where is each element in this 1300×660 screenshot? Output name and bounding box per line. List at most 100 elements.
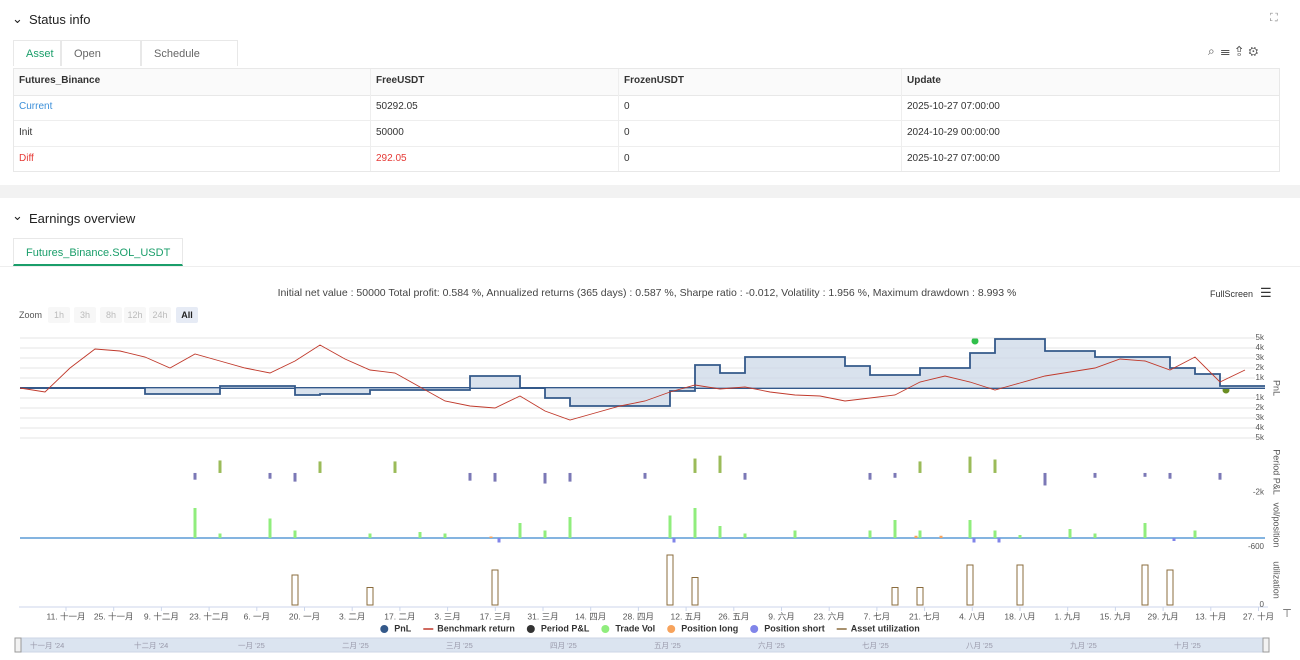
bar: [497, 538, 501, 543]
table-header: FreeUSDT: [376, 75, 425, 86]
expand-icon[interactable]: ⛶: [1270, 12, 1278, 24]
zoom-button[interactable]: All: [176, 307, 198, 323]
bar: [518, 523, 522, 538]
scroll-top-icon[interactable]: ⊤: [1282, 608, 1292, 620]
col-divider: [370, 69, 371, 171]
bar: [1143, 523, 1147, 538]
x-tick-label: 3. 二月: [339, 611, 365, 621]
axis-title: vol/position: [1272, 502, 1282, 547]
bar: [1093, 533, 1097, 538]
zoom-label: Zoom: [19, 310, 43, 320]
y-tick-label: -4k: [1253, 423, 1265, 432]
legend-item[interactable]: Trade Vol: [601, 623, 655, 633]
collapse-icon[interactable]: ⌄: [12, 11, 23, 26]
table-cell: Diff: [19, 153, 34, 164]
legend-label: Period P&L: [541, 623, 590, 633]
bar: [193, 508, 197, 538]
legend-item[interactable]: Period P&L: [526, 623, 590, 633]
x-tick-label: 18. 八月: [1004, 611, 1035, 621]
bar: [743, 472, 747, 480]
bar: [318, 461, 322, 473]
legend-symbol: [380, 625, 389, 633]
table-cell: 2024-10-29 00:00:00: [907, 127, 1000, 138]
fullscreen-button[interactable]: FullScreen: [1210, 289, 1254, 299]
bar: [368, 533, 372, 538]
bar: [1172, 538, 1176, 541]
earnings-panel: ⌄ Earnings overview Futures_Binance.SOL_…: [0, 198, 1300, 660]
x-tick-label: 23. 十二月: [189, 611, 229, 621]
legend: PnL Benchmark return Period P&L Trade Vol Po…: [380, 623, 920, 633]
navigator-label: 五月 '25: [654, 641, 681, 650]
bar: [393, 461, 397, 473]
tab[interactable]: Asset: [13, 40, 61, 66]
bar: [1166, 569, 1174, 606]
bar: [893, 472, 897, 478]
bar: [672, 538, 676, 543]
legend-item[interactable]: Position long: [667, 623, 738, 633]
bar: [468, 472, 472, 481]
x-tick-label: 7. 七月: [864, 611, 890, 621]
table-cell: 50292.05: [376, 101, 418, 112]
bar: [793, 530, 797, 538]
axis-title: PnL: [1272, 380, 1282, 396]
summary: Initial net value : 50000 Total profit: …: [277, 287, 1017, 299]
bar: [691, 577, 699, 606]
bar: [543, 472, 547, 484]
bar: [997, 538, 1001, 543]
navigator-label: 九月 '25: [1070, 641, 1097, 650]
bar: [1168, 472, 1172, 479]
legend-symbol: [601, 625, 610, 633]
navigator-handle[interactable]: [14, 637, 22, 653]
trade-marker: [971, 337, 979, 345]
legend-label: Benchmark return: [437, 623, 515, 633]
legend-item[interactable]: Asset utilization: [836, 623, 920, 633]
bar: [914, 535, 918, 538]
y-tick-label: 3k: [1256, 353, 1265, 362]
table-cell: 2025-10-27 07:00:00: [907, 101, 1000, 112]
y-tick-label: -3k: [1253, 413, 1265, 422]
zoom-button[interactable]: 1h: [48, 307, 70, 323]
legend-item[interactable]: PnL: [380, 623, 412, 633]
bar: [491, 569, 499, 606]
x-tick-label: 17. 二月: [384, 611, 415, 621]
bar: [568, 472, 572, 482]
x-tick-label: 4. 八月: [959, 611, 985, 621]
zoom-button[interactable]: 12h: [124, 307, 146, 323]
bar: [366, 587, 374, 606]
menu-icon[interactable]: ☰: [1260, 285, 1272, 300]
table-cell: 50000: [376, 127, 404, 138]
toolbar-icons[interactable]: ⌕☰⇪⚙: [1208, 44, 1265, 58]
x-tick-label: 14. 四月: [575, 611, 606, 621]
legend-item[interactable]: Position short: [750, 623, 825, 633]
x-tick-label: 25. 十一月: [94, 611, 134, 621]
bar: [443, 533, 447, 538]
zoom-button[interactable]: 3h: [74, 307, 96, 323]
table-cell: 0: [624, 153, 630, 164]
legend-symbol: [526, 625, 535, 633]
zoom-button[interactable]: 24h: [149, 307, 171, 323]
x-tick-label: 23. 六月: [814, 611, 845, 621]
tab[interactable]: Futures_Binance.SOL_USDT: [13, 238, 184, 266]
asset-table: [13, 68, 1280, 172]
navigator-handle[interactable]: [1262, 637, 1270, 653]
bar: [968, 456, 972, 473]
zoom-button[interactable]: 8h: [100, 307, 122, 323]
legend-symbol: [750, 625, 759, 633]
bar: [918, 530, 922, 538]
navigator-label: 六月 '25: [758, 640, 785, 650]
bar: [418, 532, 422, 538]
axis-title: Period P&L: [1272, 449, 1282, 495]
bar: [868, 472, 872, 480]
bar: [893, 520, 897, 538]
bar: [668, 515, 672, 538]
bar: [1218, 472, 1222, 480]
legend-item[interactable]: Benchmark return: [423, 623, 515, 633]
row-divider: [14, 146, 1279, 147]
collapse-icon[interactable]: ⌄: [12, 208, 23, 223]
bar: [968, 520, 972, 538]
navigator-label: 八月 '25: [966, 641, 993, 650]
table-cell: Init: [19, 127, 33, 138]
legend-label: Trade Vol: [615, 623, 655, 633]
table-cell: 0: [624, 127, 630, 138]
